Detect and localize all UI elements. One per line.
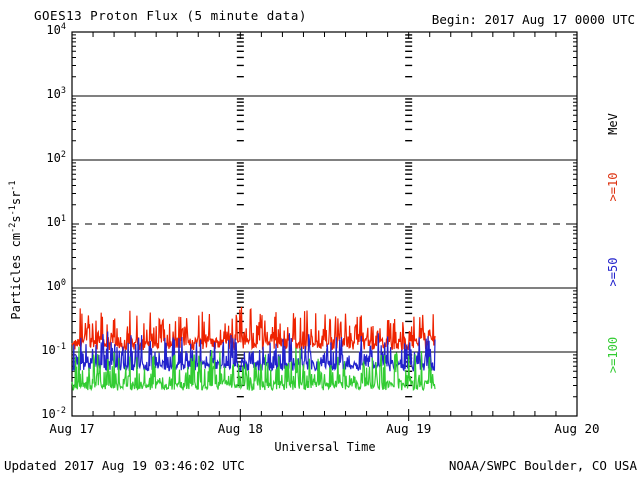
chart-title: GOES13 Proton Flux (5 minute data) bbox=[34, 8, 307, 23]
y-tick-label: 102 bbox=[46, 150, 66, 165]
x-axis-title: Universal Time bbox=[274, 440, 376, 454]
flux-trace-10MeV bbox=[71, 306, 436, 352]
y-axis-unit-label: Particles cm-2s-1sr-1 bbox=[8, 180, 23, 320]
x-tick-label: Aug 20 bbox=[554, 421, 600, 436]
log-minor-ticks bbox=[72, 31, 577, 398]
x-tick-label: Aug 17 bbox=[49, 421, 95, 436]
updated-timestamp: Updated 2017 Aug 19 03:46:02 UTC bbox=[4, 458, 245, 473]
legend-label-50: >=50 bbox=[606, 257, 620, 287]
legend-label-100: >=100 bbox=[606, 336, 620, 374]
y-tick-label: 103 bbox=[46, 86, 66, 101]
flux-trace-100MeV bbox=[71, 346, 436, 392]
y-tick-label: 100 bbox=[46, 278, 66, 293]
legend-label-10: >=10 bbox=[606, 172, 620, 202]
y-tick-label: 101 bbox=[46, 214, 66, 229]
y-tick-label: 10-1 bbox=[41, 342, 66, 357]
x-tick-label: Aug 19 bbox=[386, 421, 432, 436]
y-tick-label: 10-2 bbox=[41, 406, 66, 421]
begin-timestamp: Begin: 2017 Aug 17 0000 UTC bbox=[431, 12, 635, 27]
x-tick-label: Aug 18 bbox=[217, 421, 263, 436]
y-tick-label: 104 bbox=[46, 22, 66, 37]
source-attribution: NOAA/SWPC Boulder, CO USA bbox=[448, 458, 637, 473]
flux-trace-50MeV bbox=[71, 331, 436, 374]
hour-ticks bbox=[71, 32, 578, 421]
